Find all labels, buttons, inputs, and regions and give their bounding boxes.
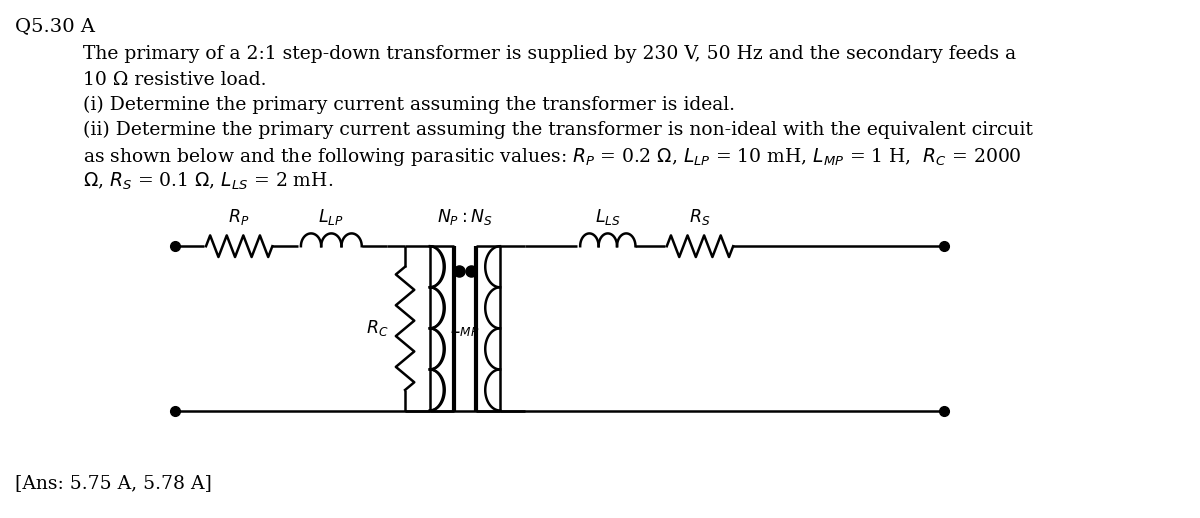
Text: $R_C$: $R_C$ [366,319,389,338]
Text: $L_{MP}$: $L_{MP}$ [450,319,480,338]
Text: $\Omega$, $R_S$ = 0.1 $\Omega$, $L_{LS}$ = 2 mH.: $\Omega$, $R_S$ = 0.1 $\Omega$, $L_{LS}$… [83,171,332,192]
Text: The primary of a 2:1 step-down transformer is supplied by 230 V, 50 Hz and the s: The primary of a 2:1 step-down transform… [83,46,1015,64]
Text: $L_{LP}$: $L_{LP}$ [318,207,344,226]
Text: $R_P$: $R_P$ [228,207,250,226]
Text: as shown below and the following parasitic values: $R_P$ = 0.2 $\Omega$, $L_{LP}: as shown below and the following parasit… [83,146,1021,168]
Text: $R_S$: $R_S$ [689,207,710,226]
Text: Q5.30 A: Q5.30 A [16,17,95,35]
Text: (ii) Determine the primary current assuming the transformer is non-ideal with th: (ii) Determine the primary current assum… [83,121,1032,139]
Text: 10 Ω resistive load.: 10 Ω resistive load. [83,70,266,89]
Text: $L_{LS}$: $L_{LS}$ [595,207,620,226]
Text: (i) Determine the primary current assuming the transformer is ideal.: (i) Determine the primary current assumi… [83,96,734,114]
Text: [Ans: 5.75 A, 5.78 A]: [Ans: 5.75 A, 5.78 A] [16,474,212,492]
Text: $N_P : N_S$: $N_P : N_S$ [437,207,493,226]
